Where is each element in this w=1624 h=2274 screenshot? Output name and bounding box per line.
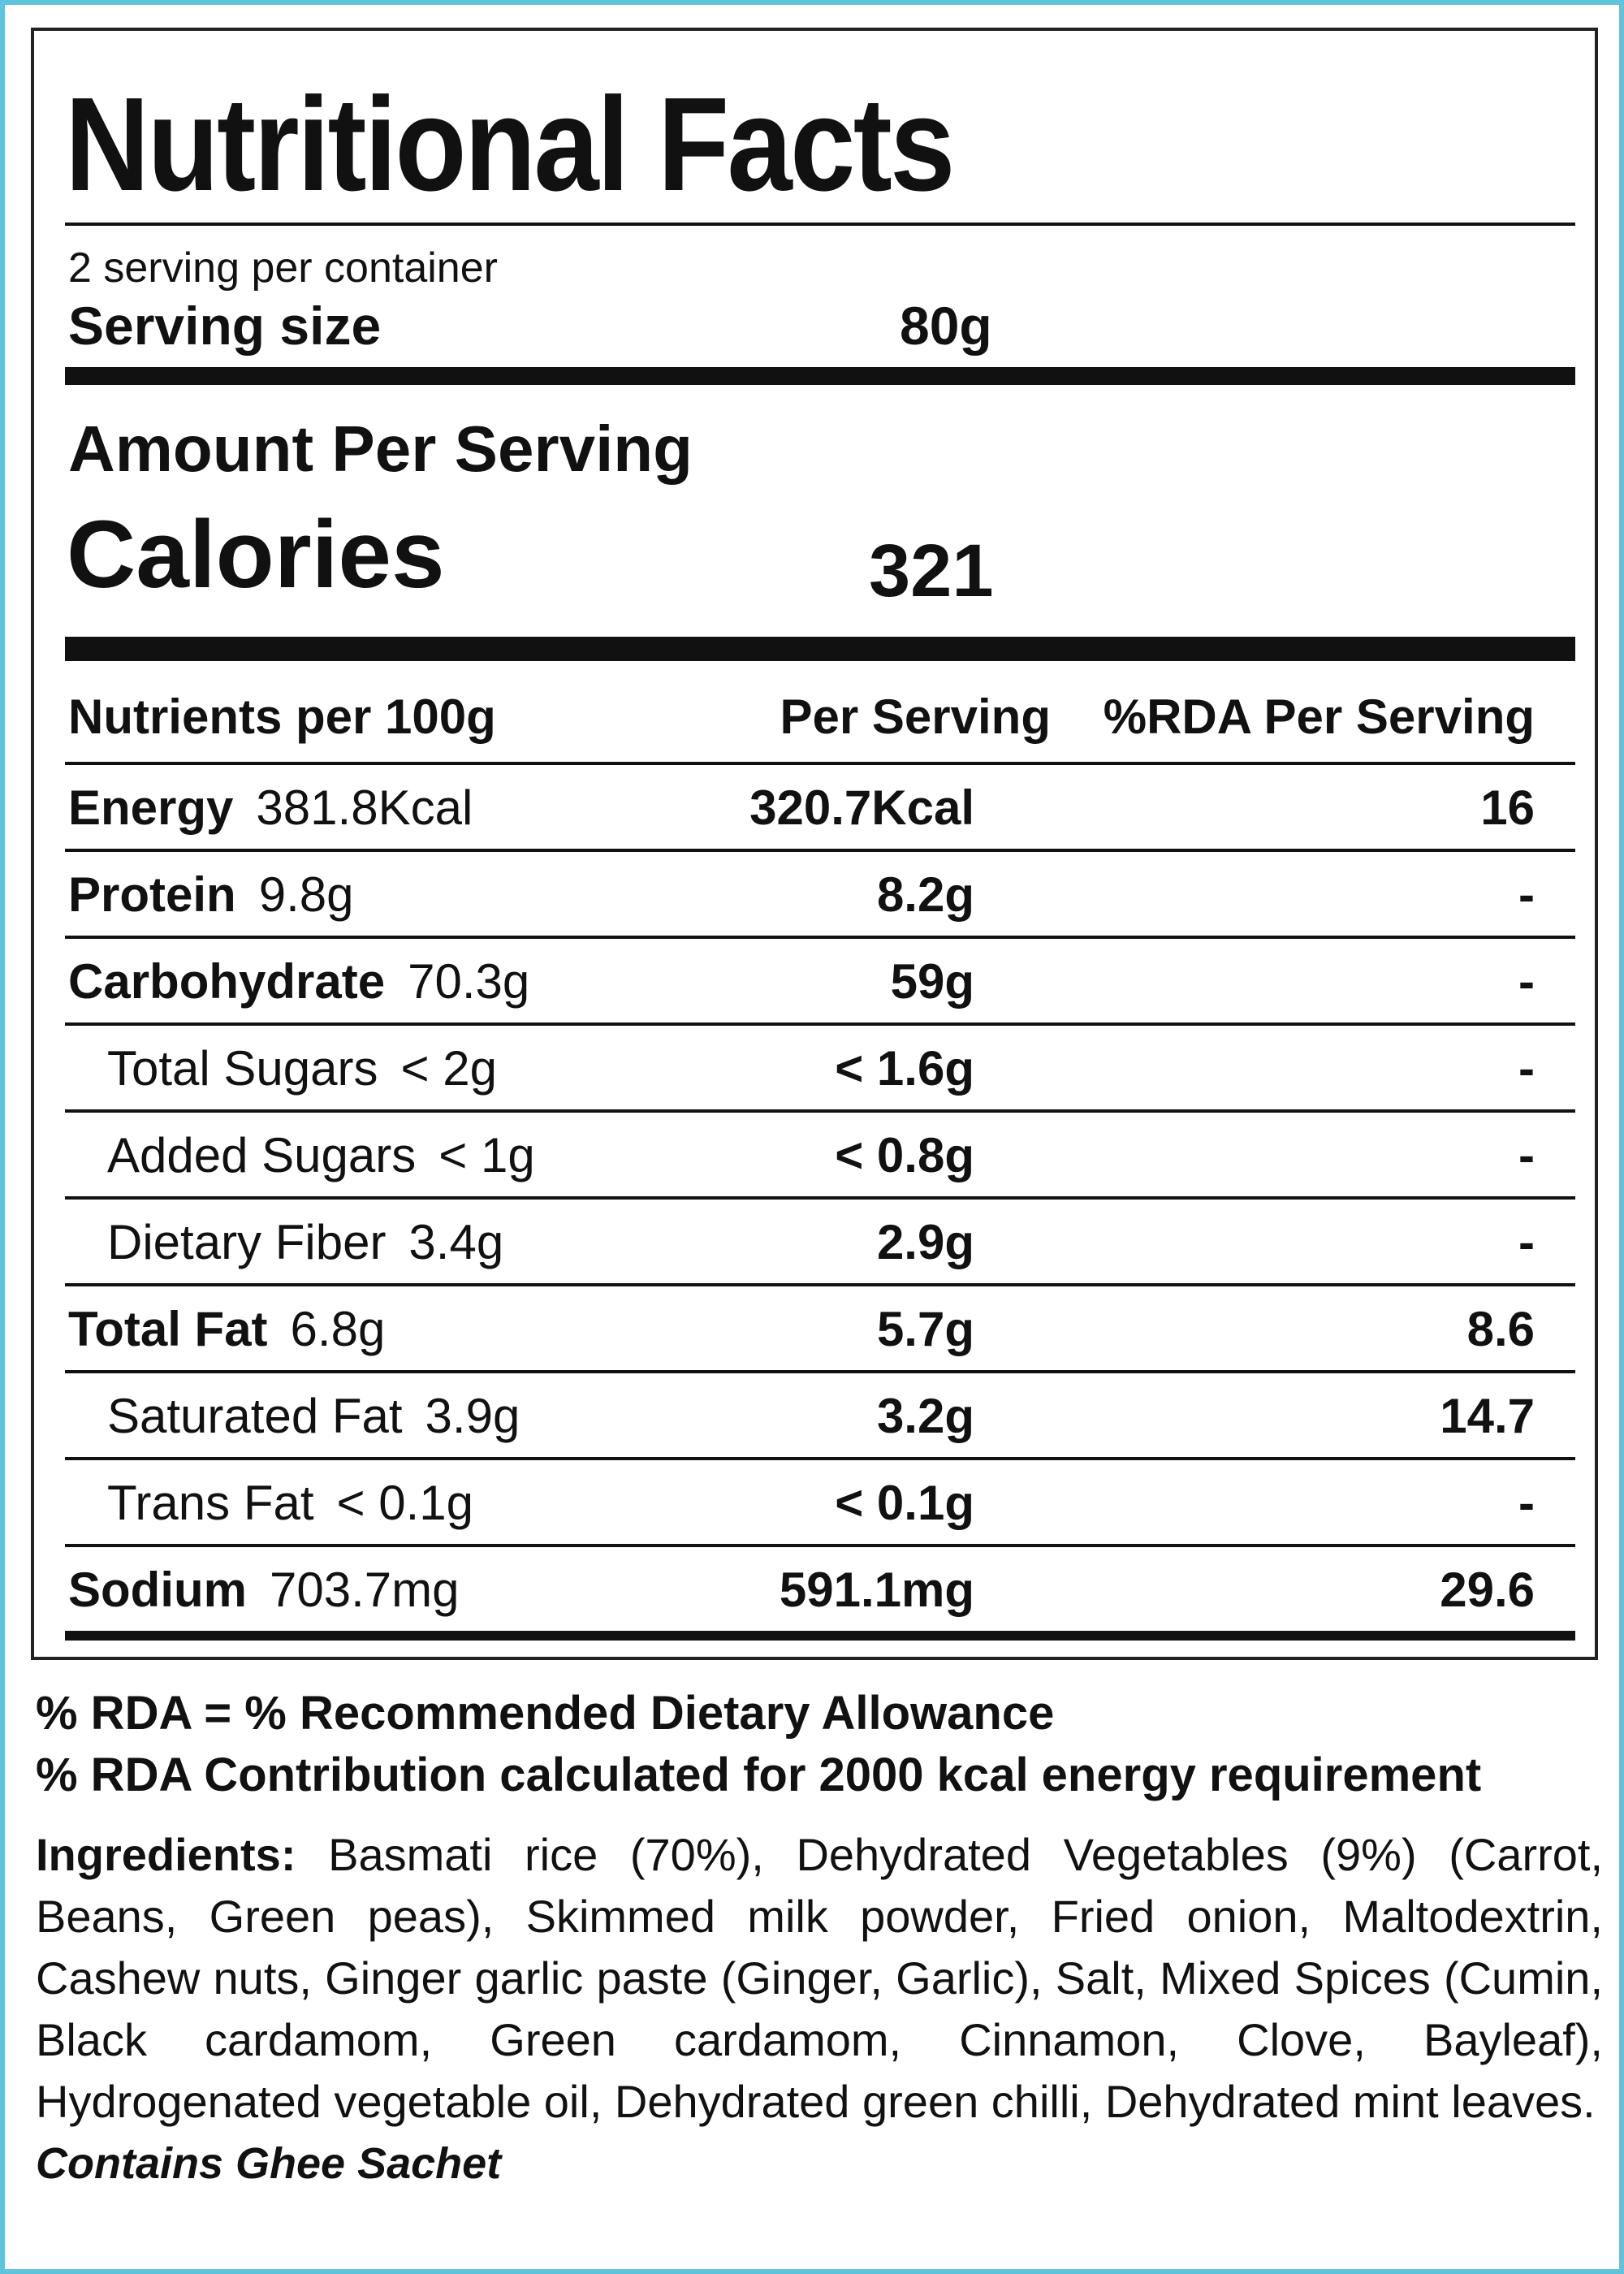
per-100g-value: 381.8Kcal [256,780,473,835]
nutrient-name: Protein [68,867,236,922]
nutrient-name: Total Fat [68,1302,268,1356]
nutrient-name-cell: Saturated Fat 3.9g [107,1388,520,1445]
table-row: Carbohydrate 70.3g 59g - [65,936,1575,1022]
rda-value: 16 [1480,780,1535,835]
table-row: Protein 9.8g 8.2g - [65,849,1575,936]
table-row: Sodium 703.7mg 591.1mg 29.6 [65,1544,1575,1631]
rda-value: - [1518,1041,1535,1096]
rda-value: - [1518,1128,1535,1182]
per-100g-value: < 2g [400,1041,497,1096]
nutrient-name-cell: Total Sugars < 2g [107,1040,497,1097]
table-body: Energy 381.8Kcal 320.7Kcal 16 Protein 9.8g 8.2… [65,762,1575,1631]
rda-value: 14.7 [1440,1389,1535,1443]
nutrient-name-cell: Trans Fat < 0.1g [107,1475,473,1532]
thick-divider [65,367,1575,385]
per-serving-value: 59g [890,954,974,1009]
footer: % RDA = % Recommended Dietary Allowance … [36,1683,1603,2194]
per-serving-value: 320.7Kcal [749,780,974,835]
per-serving-value: < 0.1g [835,1476,974,1530]
panel-title: Nutritional Facts [65,70,955,218]
table-bottom-rule [65,1631,1575,1641]
per-100g-value: 9.8g [258,867,354,922]
nutrient-name-cell: Total Fat 6.8g [68,1301,385,1358]
nutrition-panel: Nutritional Facts 2 serving per containe… [31,28,1598,1660]
amount-per-serving: Amount Per Serving [68,413,693,485]
per-serving-value: < 0.8g [835,1128,974,1182]
table-row: Total Fat 6.8g 5.7g 8.6 [65,1283,1575,1370]
table-row: Saturated Fat 3.9g 3.2g 14.7 [65,1370,1575,1457]
nutrient-table: Nutrients per 100g Per Serving %RDA Per … [65,672,1575,1641]
table-header: Nutrients per 100g Per Serving %RDA Per … [65,672,1575,762]
column-header-rda: %RDA Per Serving [1103,690,1535,744]
per-100g-value: 3.9g [425,1389,520,1443]
per-100g-value: 703.7mg [270,1563,460,1617]
rda-basis: % RDA Contribution calculated for 2000 k… [36,1749,1482,1801]
nutrient-name-cell: Added Sugars < 1g [107,1127,535,1184]
contains-note: Contains Ghee Sachet [36,2139,502,2188]
nutrient-name: Total Sugars [107,1041,378,1096]
serving-size-label: Serving size [68,296,382,356]
table-row: Dietary Fiber 3.4g 2.9g - [65,1196,1575,1283]
rda-value: - [1518,867,1535,922]
rda-value: 8.6 [1466,1302,1535,1356]
per-100g-value: 6.8g [290,1302,386,1356]
nutrient-name-cell: Protein 9.8g [68,867,353,923]
thick-divider [65,637,1575,661]
nutrient-name-cell: Sodium 703.7mg [68,1562,460,1619]
nutrient-name-cell: Energy 381.8Kcal [68,780,473,837]
servings-per-container: 2 serving per container [68,244,498,292]
nutrient-name-cell: Dietary Fiber 3.4g [107,1214,503,1271]
nutrient-name: Trans Fat [107,1476,314,1530]
nutrient-name: Dietary Fiber [107,1215,387,1269]
table-row: Added Sugars < 1g < 0.8g - [65,1109,1575,1196]
per-serving-value: < 1.6g [835,1041,974,1096]
per-serving-value: 5.7g [876,1302,974,1356]
nutrient-name: Carbohydrate [68,954,386,1009]
ingredients-label: Ingredients: [36,1829,296,1880]
calories-label: Calories [67,501,445,608]
per-100g-value: 70.3g [408,954,530,1009]
calories-value: 321 [869,530,994,612]
column-header-per-serving: Per Serving [780,690,1052,744]
nutrient-name: Added Sugars [107,1128,417,1182]
rda-value: - [1518,1476,1535,1530]
table-row: Energy 381.8Kcal 320.7Kcal 16 [65,762,1575,849]
per-100g-value: < 0.1g [336,1476,474,1530]
table-row: Trans Fat < 0.1g < 0.1g - [65,1457,1575,1544]
serving-size-value: 80g [900,296,992,356]
nutrient-name: Saturated Fat [107,1389,403,1443]
nutrient-name-cell: Carbohydrate 70.3g [68,953,529,1010]
rda-value: - [1518,1215,1535,1269]
column-header-nutrient: Nutrients per 100g [68,690,496,744]
per-100g-value: 3.4g [408,1215,504,1269]
per-100g-value: < 1g [438,1128,535,1182]
rda-definition: % RDA = % Recommended Dietary Allowance [36,1687,1055,1740]
per-serving-value: 591.1mg [779,1563,974,1617]
divider [65,223,1575,226]
per-serving-value: 2.9g [876,1215,974,1269]
rda-value: - [1518,954,1535,1009]
nutrient-name: Sodium [68,1563,247,1617]
ingredients-text: Basmati rice (70%), Dehydrated Vegetable… [36,1829,1604,2127]
per-serving-value: 3.2g [876,1389,974,1443]
per-serving-value: 8.2g [876,867,974,922]
nutrient-name: Energy [68,780,234,835]
table-row: Total Sugars < 2g < 1.6g - [65,1022,1575,1109]
rda-value: 29.6 [1440,1563,1535,1617]
ingredients: Ingredients: Basmati rice (70%), Dehydra… [36,1824,1603,2133]
